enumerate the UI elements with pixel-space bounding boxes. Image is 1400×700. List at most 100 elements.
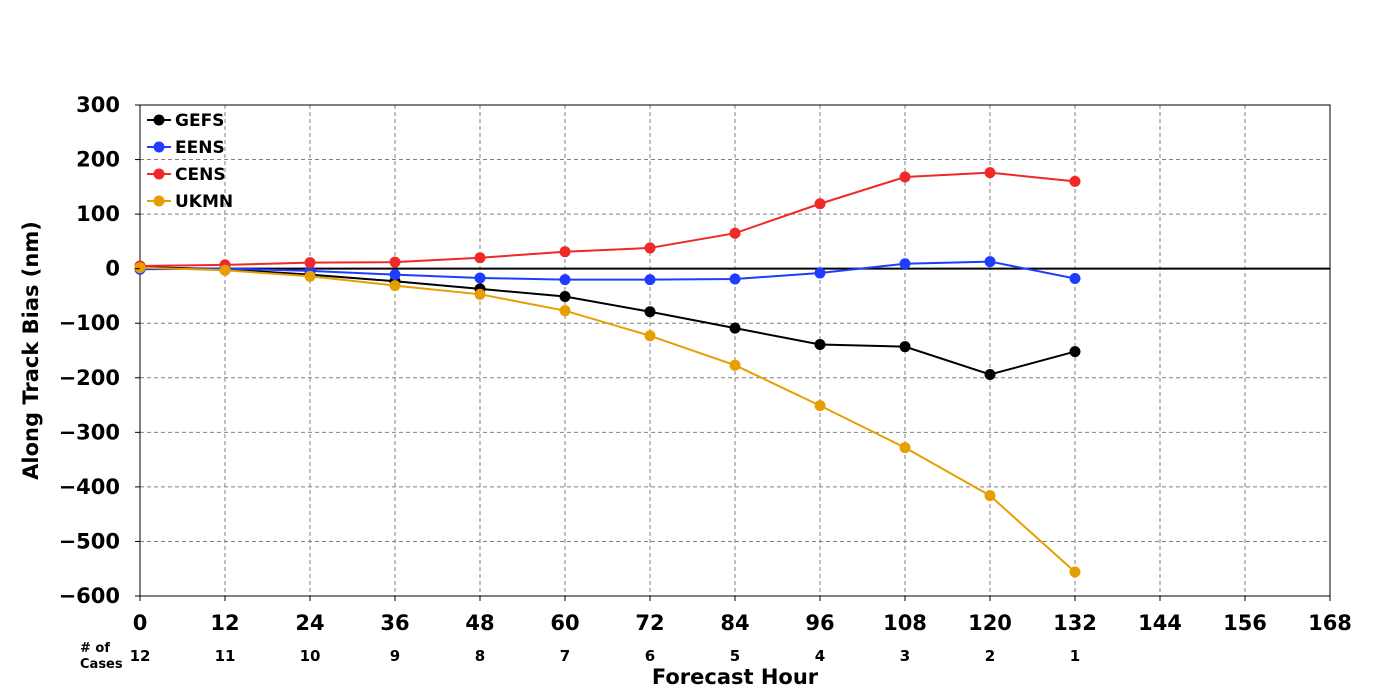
data-point-eens (899, 258, 911, 270)
data-point-ukmn (559, 305, 571, 317)
data-point-gefs (559, 290, 571, 302)
series-eens (134, 256, 1081, 286)
data-point-cens (899, 171, 911, 183)
case-count-value: 2 (985, 647, 995, 665)
legend-swatch-marker (153, 114, 165, 126)
x-tick-label: 96 (805, 611, 834, 635)
case-count-value: 7 (560, 647, 570, 665)
data-point-gefs (729, 322, 741, 334)
legend-label: UKMN (175, 192, 233, 212)
data-point-ukmn (389, 280, 401, 292)
data-point-eens (559, 274, 571, 286)
case-count-value: 9 (390, 647, 400, 665)
data-point-ukmn (814, 400, 826, 412)
data-point-cens (984, 167, 996, 179)
data-point-cens (474, 252, 486, 264)
data-point-eens (814, 267, 826, 279)
x-tick-label: 24 (295, 611, 324, 635)
data-point-cens (389, 256, 401, 268)
data-point-cens (644, 242, 656, 254)
data-point-gefs (644, 306, 656, 318)
series-line-ukmn (139, 266, 1076, 573)
legend-label: GEFS (175, 111, 224, 131)
case-count-value: 8 (475, 647, 485, 665)
case-count-value: 11 (215, 647, 236, 665)
data-point-cens (559, 246, 571, 258)
legend-entry-gefs: GEFS (147, 111, 224, 131)
data-point-eens (984, 256, 996, 268)
x-tick-label: 120 (968, 611, 1012, 635)
y-tick-label: 100 (76, 202, 120, 226)
x-tick-label: 48 (465, 611, 494, 635)
legend-label: EENS (175, 138, 225, 158)
y-tick-label: 200 (76, 148, 120, 172)
case-count-value: 3 (900, 647, 910, 665)
y-tick-label: −200 (59, 366, 120, 390)
series-line-gefs (139, 266, 1076, 376)
data-point-eens (389, 269, 401, 281)
y-tick-labels: 300 200 100 0 −100 −200 −300 −400 −500 −600 (59, 93, 140, 608)
grid-lines (140, 105, 1330, 596)
legend-label: CENS (175, 165, 226, 185)
data-point-gefs (1069, 346, 1081, 358)
legend-swatch-marker (153, 141, 165, 153)
x-tick-label: 12 (210, 611, 239, 635)
series-cens (134, 167, 1081, 272)
y-tick-label: −500 (59, 529, 120, 553)
data-point-ukmn (729, 359, 741, 371)
x-tick-label: 72 (635, 611, 664, 635)
cases-label-line1: # of (80, 641, 110, 656)
x-tick-label: 0 (133, 611, 148, 635)
y-tick-label: −600 (59, 584, 120, 608)
series-lines (134, 167, 1081, 578)
legend-entry-ukmn: UKMN (147, 192, 233, 212)
data-point-ukmn (1069, 566, 1081, 578)
legend-swatch-marker (153, 195, 165, 207)
cases-label-line2: Cases (80, 657, 123, 672)
data-point-ukmn (984, 490, 996, 502)
legend-swatch-marker (153, 168, 165, 180)
data-point-cens (304, 257, 316, 269)
case-count-row: # of Cases 12 11 10 9 8 7 6 5 4 3 2 1 (80, 641, 1080, 672)
series-line-eens (139, 260, 1076, 281)
data-point-cens (1069, 175, 1081, 187)
data-point-ukmn (474, 288, 486, 300)
case-count-value: 6 (645, 647, 655, 665)
x-tick-label: 60 (550, 611, 579, 635)
legend-entry-cens: CENS (147, 165, 226, 185)
x-tick-label: 156 (1223, 611, 1267, 635)
x-tick-label: 108 (883, 611, 927, 635)
data-point-eens (1069, 272, 1081, 284)
data-point-gefs (899, 341, 911, 353)
x-tick-label: 168 (1308, 611, 1352, 635)
data-point-ukmn (304, 270, 316, 282)
case-count-value: 1 (1070, 647, 1080, 665)
y-tick-label: −300 (59, 420, 120, 444)
case-count-value: 4 (815, 647, 825, 665)
x-axis-title: Forecast Hour (652, 665, 819, 689)
case-count-value: 12 (130, 647, 151, 665)
x-tick-labels: 0 12 24 36 48 60 72 84 96 108 120 132 144 156 168 (133, 596, 1352, 635)
data-point-ukmn (134, 262, 146, 274)
y-tick-label: −100 (59, 311, 120, 335)
x-tick-label: 36 (380, 611, 409, 635)
y-tick-label: 0 (105, 257, 120, 281)
data-point-cens (814, 198, 826, 210)
data-point-ukmn (219, 264, 231, 276)
y-axis-title: Along Track Bias (nm) (19, 221, 43, 480)
data-point-ukmn (899, 442, 911, 454)
y-tick-label: 300 (76, 93, 120, 117)
data-point-gefs (984, 369, 996, 381)
case-count-value: 10 (300, 647, 321, 665)
legend: GEFS EENS CENS UKMN (147, 111, 233, 212)
data-point-ukmn (644, 330, 656, 342)
data-point-gefs (814, 338, 826, 350)
data-point-eens (474, 272, 486, 284)
data-point-cens (729, 227, 741, 239)
data-point-eens (644, 274, 656, 286)
x-tick-label: 144 (1138, 611, 1182, 635)
y-tick-label: −400 (59, 475, 120, 499)
x-tick-label: 132 (1053, 611, 1097, 635)
series-ukmn (134, 262, 1081, 578)
